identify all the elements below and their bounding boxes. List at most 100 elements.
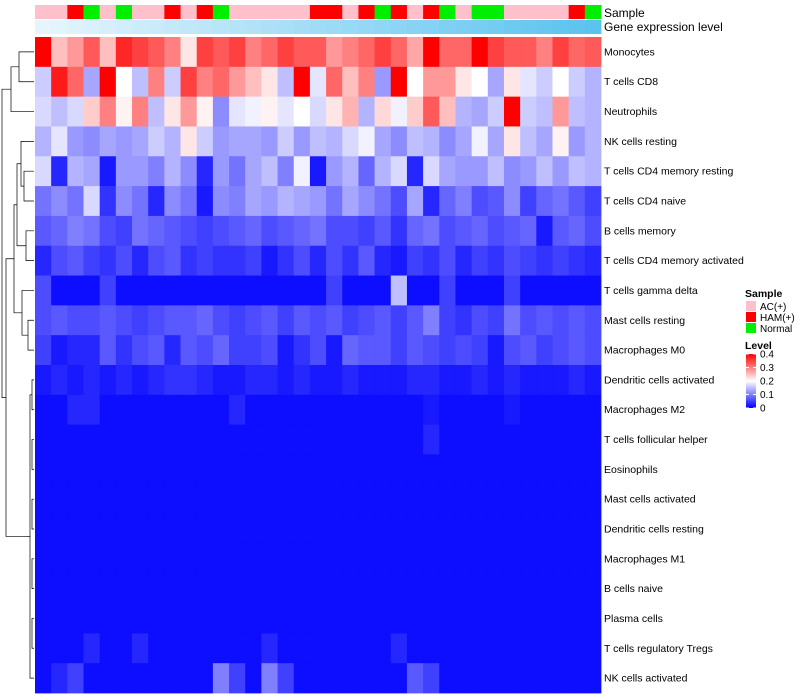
heatmap-cell [471, 245, 489, 276]
heatmap-cell [196, 96, 214, 127]
heatmap-cell [584, 66, 602, 98]
heatmap-cell [471, 394, 489, 426]
heatmap-cell [423, 365, 440, 396]
heatmap-cell [245, 335, 262, 366]
heatmap-cell [487, 484, 505, 515]
heatmap-cell [115, 543, 133, 575]
expression-cell [293, 20, 311, 34]
heatmap-cell [487, 424, 505, 455]
heatmap-cell [245, 454, 262, 485]
heatmap-cell [455, 484, 473, 515]
heatmap-cell [390, 484, 408, 515]
heatmap-cell [503, 245, 521, 276]
heatmap-cell [277, 543, 295, 575]
heatmap-cell [406, 424, 424, 455]
heatmap-cell [584, 424, 602, 455]
heatmap-cell [536, 633, 553, 664]
heatmap-cell [406, 37, 424, 68]
heatmap-cell [132, 305, 149, 336]
legend-tick-label: 0.1 [760, 390, 774, 401]
legend-colorbar [746, 354, 756, 408]
heatmap-cell [245, 275, 262, 306]
heatmap-cell [293, 215, 311, 247]
heatmap-cell [406, 335, 424, 366]
heatmap-cell [536, 663, 553, 694]
heatmap-cell [164, 275, 181, 306]
heatmap-cell [99, 365, 117, 396]
heatmap-cell [148, 66, 165, 98]
heatmap-cell [99, 394, 117, 426]
heatmap-cell [342, 663, 359, 694]
heatmap-cell [132, 663, 149, 694]
heatmap-cell [520, 96, 537, 127]
heatmap-cell [180, 96, 198, 127]
heatmap-cell [67, 424, 84, 455]
heatmap-cell [374, 484, 392, 515]
heatmap-cell [552, 335, 570, 366]
expression-cell [180, 20, 198, 34]
heatmap-cell [212, 275, 230, 306]
heatmap-cell [503, 573, 521, 604]
heatmap-cell [423, 37, 440, 68]
expression-cell [390, 20, 408, 34]
heatmap-cell [180, 275, 198, 306]
heatmap-cell [148, 424, 165, 455]
heatmap-cell [261, 305, 278, 336]
heatmap-cell [390, 454, 408, 485]
legend-level-ticks: 0.4 0.3 0.2 0.1 0 [746, 350, 774, 415]
heatmap-cell [471, 96, 489, 127]
heatmap-cell [423, 335, 440, 366]
heatmap-cell [83, 394, 101, 426]
heatmap-cell [455, 603, 473, 634]
heatmap-cell [503, 186, 521, 217]
dendrogram-branch [27, 319, 34, 351]
heatmap-cell [471, 156, 489, 187]
heatmap-cell [115, 335, 133, 366]
heatmap-cell [277, 245, 295, 276]
heatmap-cell [342, 394, 359, 426]
heatmap-cell [584, 305, 602, 336]
heatmap-cell [358, 424, 375, 455]
heatmap-cell [229, 186, 246, 217]
heatmap-cell [99, 335, 117, 366]
heatmap-cell [503, 305, 521, 336]
heatmap-cell [326, 454, 343, 485]
heatmap-cell [455, 335, 473, 366]
heatmap-cell [51, 573, 68, 604]
heatmap-cell [212, 424, 230, 455]
heatmap-cell [261, 66, 278, 98]
heatmap-cell [358, 245, 375, 276]
heatmap-cell [180, 335, 198, 366]
heatmap-cell [471, 663, 489, 694]
heatmap-cell [326, 365, 343, 396]
row-label: B cells memory [604, 225, 677, 237]
sample-cell [277, 5, 295, 19]
heatmap-cell [67, 394, 84, 426]
heatmap-cell [212, 663, 230, 694]
heatmap-cell [83, 454, 101, 485]
heatmap-cell [326, 603, 343, 634]
heatmap-cell [423, 394, 440, 426]
heatmap-cell [374, 454, 392, 485]
heatmap-cell [67, 126, 84, 157]
heatmap-cell [245, 365, 262, 396]
heatmap-cell [180, 215, 198, 247]
heatmap-cell [35, 186, 52, 217]
heatmap-cell [471, 66, 489, 98]
heatmap-cell [439, 215, 456, 247]
heatmap-cell [455, 305, 473, 336]
expression-cell [326, 20, 343, 34]
heatmap-cell [277, 365, 295, 396]
heatmap-cell [293, 186, 311, 217]
heatmap-cell [358, 126, 375, 157]
heatmap-cell [293, 484, 311, 515]
heatmap-cell [326, 275, 343, 306]
heatmap-cell [374, 215, 392, 247]
heatmap-cell [568, 186, 586, 217]
heatmap-cell [83, 156, 101, 187]
heatmap-cell [115, 186, 133, 217]
heatmap-cell [342, 365, 359, 396]
heatmap-cell [51, 215, 68, 247]
heatmap-cell [164, 663, 181, 694]
heatmap-cell [261, 156, 278, 187]
